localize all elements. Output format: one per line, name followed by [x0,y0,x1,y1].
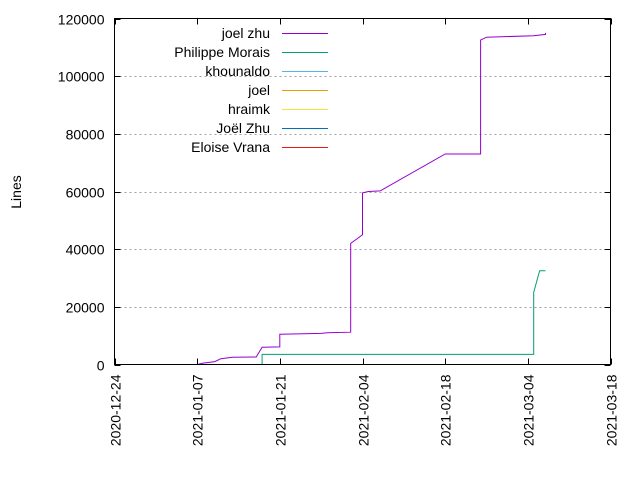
grid-lines [114,76,611,308]
legend-label: khounaldo [205,63,270,79]
legend-label: Eloise Vrana [191,139,270,155]
y-tick-label: 20000 [66,300,105,316]
x-tick-label: 2021-03-04 [521,374,537,446]
legend-label: Philippe Morais [174,44,270,60]
series-lines [197,32,546,365]
legend-label: hraimk [228,101,271,117]
x-tick-label: 2021-02-18 [438,374,454,446]
y-tick-label: 120000 [58,12,105,28]
x-tick-label: 2021-01-07 [190,374,206,446]
x-tick-label: 2020-12-24 [108,374,124,446]
y-tick-label: 0 [97,358,105,374]
plot-area-border [114,18,611,365]
legend-label: Joël Zhu [216,120,270,136]
legend: joel zhu Philippe Morais khounaldo joel hrai… [174,25,328,155]
x-tick-label: 2021-02-04 [356,374,372,446]
legend-label: joel zhu [221,25,270,41]
y-tick-label: 80000 [66,127,105,143]
y-tick-label: 60000 [66,185,105,201]
x-tick-label: 2021-01-21 [273,374,289,446]
series-line [261,270,546,365]
x-tick-label: 2021-03-18 [604,374,620,446]
y-axis-label: Lines [8,175,24,208]
y-tick-label: 40000 [66,242,105,258]
x-axis-ticks: 2020-12-24 2021-01-07 2021-01-21 2021-02-04… [108,18,620,446]
legend-label: joel [247,82,270,98]
series-line [197,32,546,365]
y-tick-label: 100000 [58,69,105,85]
